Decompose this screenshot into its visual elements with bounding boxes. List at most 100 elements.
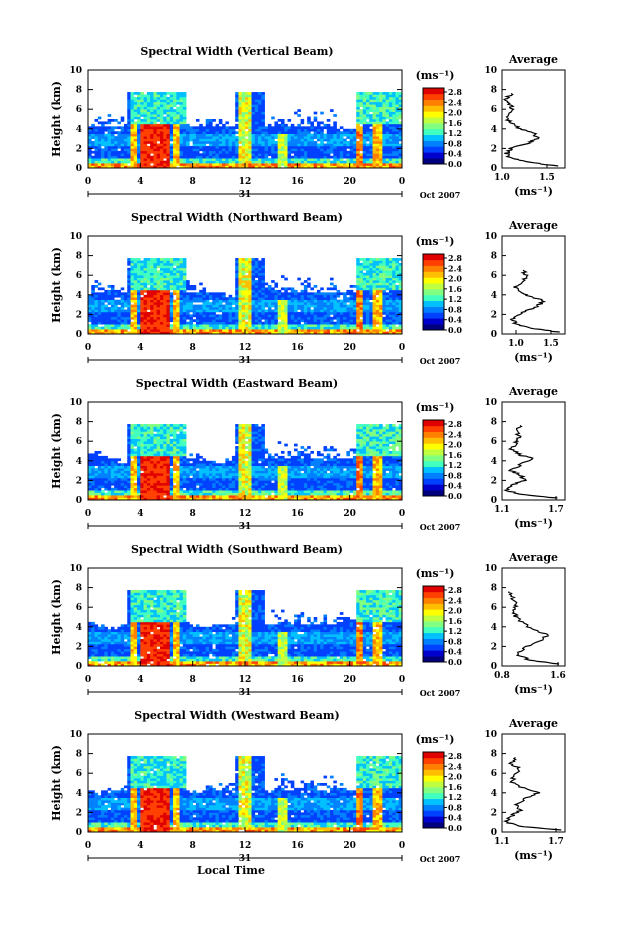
heatmap-cell bbox=[173, 143, 177, 147]
heatmap-cell bbox=[330, 302, 334, 305]
heatmap-cell bbox=[182, 326, 187, 330]
heatmap-cell bbox=[267, 160, 272, 164]
heatmap-cell bbox=[307, 277, 311, 281]
heatmap-cell bbox=[153, 265, 157, 269]
chart-panel-2: Spectral Width (Northward Beam)0246810He… bbox=[50, 211, 566, 366]
heatmap-cell bbox=[271, 155, 275, 159]
heatmap-cell bbox=[267, 163, 272, 166]
heatmap-cell bbox=[199, 314, 203, 318]
heatmap-cell bbox=[137, 260, 141, 264]
heatmap-cell bbox=[379, 262, 383, 266]
heatmap-cell bbox=[333, 138, 337, 142]
heatmap-cell bbox=[241, 145, 246, 149]
heatmap-cell bbox=[300, 126, 305, 130]
heatmap-cell bbox=[372, 265, 377, 269]
x-tick-label: 8 bbox=[190, 177, 196, 187]
heatmap-cell bbox=[277, 128, 282, 132]
heatmap-cell bbox=[127, 111, 131, 115]
heatmap-cell bbox=[398, 96, 403, 100]
heatmap-cell bbox=[254, 285, 259, 288]
heatmap-cell bbox=[186, 329, 190, 332]
heatmap-cell bbox=[146, 289, 151, 293]
heatmap-cell bbox=[156, 114, 161, 117]
heatmap-cell bbox=[209, 316, 213, 320]
heatmap-cell bbox=[179, 145, 184, 149]
heatmap-cell bbox=[101, 321, 105, 325]
heatmap-cell bbox=[88, 126, 92, 130]
heatmap-cell bbox=[336, 136, 341, 139]
heatmap-cell bbox=[114, 487, 118, 491]
heatmap-cell bbox=[398, 314, 403, 318]
heatmap-cell bbox=[137, 106, 141, 110]
heatmap-cell bbox=[140, 463, 144, 466]
heatmap-cell bbox=[307, 311, 311, 315]
heatmap-cell bbox=[150, 267, 154, 271]
heatmap-cell bbox=[261, 277, 265, 281]
heatmap-cell bbox=[392, 287, 396, 291]
heatmap-cell bbox=[209, 302, 213, 305]
heatmap-cell bbox=[385, 94, 390, 98]
heatmap-cell bbox=[228, 316, 233, 320]
heatmap-cell bbox=[398, 136, 403, 139]
heatmap-cell bbox=[209, 123, 213, 127]
heatmap-cell bbox=[277, 163, 282, 166]
heatmap-cell bbox=[169, 131, 174, 134]
heatmap-cell bbox=[245, 329, 249, 332]
heatmap-cell bbox=[120, 492, 125, 496]
heatmap-cell bbox=[97, 150, 102, 154]
heatmap-cell bbox=[186, 133, 190, 137]
heatmap-cell bbox=[215, 297, 220, 300]
heatmap-cell bbox=[123, 160, 128, 164]
heatmap-cell bbox=[130, 438, 135, 442]
heatmap-cell bbox=[320, 145, 324, 149]
heatmap-cell bbox=[88, 307, 92, 310]
heatmap-cell bbox=[290, 158, 295, 161]
heatmap-cell bbox=[297, 314, 301, 318]
heatmap-cell bbox=[199, 148, 203, 152]
heatmap-cell bbox=[356, 128, 360, 132]
heatmap-cell bbox=[235, 99, 239, 103]
heatmap-cell bbox=[336, 145, 341, 149]
heatmap-cell bbox=[366, 165, 370, 169]
heatmap-cell bbox=[346, 321, 350, 325]
heatmap-cell bbox=[251, 119, 256, 122]
heatmap-cell bbox=[140, 433, 144, 437]
heatmap-cell bbox=[133, 126, 138, 130]
heatmap-cell bbox=[182, 138, 187, 142]
heatmap-cell bbox=[127, 94, 131, 98]
colorbar-tick-label: 0.4 bbox=[448, 315, 462, 325]
heatmap-cell bbox=[267, 316, 272, 320]
heatmap-cell bbox=[104, 141, 108, 144]
heatmap-cell bbox=[166, 106, 171, 110]
heatmap-cell bbox=[359, 289, 364, 293]
heatmap-cell bbox=[120, 141, 125, 144]
heatmap-cell bbox=[333, 153, 337, 157]
heatmap-cell bbox=[94, 165, 99, 169]
heatmap-cell bbox=[176, 92, 180, 95]
heatmap-cell bbox=[231, 150, 236, 154]
heatmap-cell bbox=[385, 165, 390, 169]
x-tick-label: 16 bbox=[291, 343, 304, 353]
heatmap-cell bbox=[159, 109, 164, 112]
heatmap-cell bbox=[362, 153, 367, 157]
heatmap-cell bbox=[274, 304, 279, 308]
heatmap-cell bbox=[307, 116, 311, 120]
heatmap-cell bbox=[117, 294, 122, 298]
heatmap-cell bbox=[398, 131, 403, 134]
heatmap-cell bbox=[313, 150, 318, 154]
heatmap-cell bbox=[156, 289, 161, 293]
heatmap-cell bbox=[248, 287, 252, 291]
heatmap-cell bbox=[133, 451, 138, 454]
heatmap-cell bbox=[290, 287, 295, 291]
heatmap-cell bbox=[127, 153, 131, 157]
heatmap-cell bbox=[264, 326, 269, 330]
heatmap-cell bbox=[235, 165, 239, 169]
heatmap-cell bbox=[130, 480, 135, 484]
heatmap-cell bbox=[267, 126, 272, 130]
heatmap-cell bbox=[153, 260, 157, 264]
heatmap-cell bbox=[245, 331, 249, 335]
heatmap-cell bbox=[182, 287, 187, 291]
heatmap-cell bbox=[366, 304, 370, 308]
colorbar-swatch bbox=[423, 93, 444, 100]
heatmap-cell bbox=[297, 131, 301, 134]
